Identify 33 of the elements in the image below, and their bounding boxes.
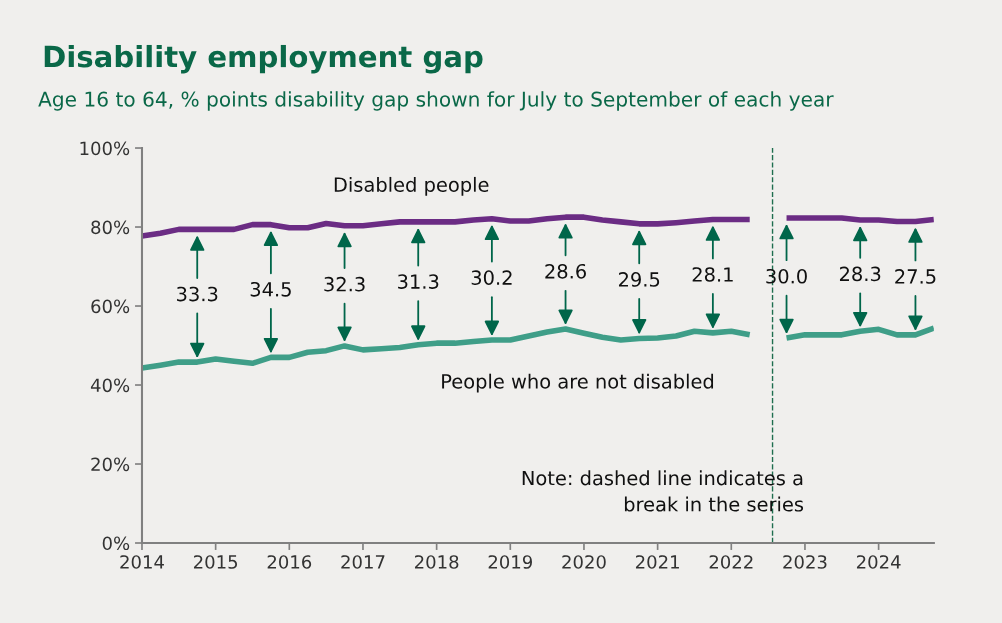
annotation: Note: dashed line indicates a break in the series	[522, 470, 804, 512]
annotation: 28.6	[545, 263, 586, 279]
x-tick-label: 2023	[783, 555, 827, 569]
x-tick-label: 2015	[193, 555, 238, 569]
annotation: 27.5	[895, 269, 936, 284]
annotation: 30.2	[471, 270, 512, 285]
y-tick-label: 100%	[80, 141, 130, 156]
y-tick-label: 20%	[91, 457, 130, 472]
chart-title: Disability employment gap	[44, 44, 483, 74]
x-tick-label: 2021	[635, 555, 679, 569]
annotation: 30.0	[766, 268, 807, 284]
x-tick-label: 2020	[562, 555, 606, 569]
annotation: 31.3	[398, 274, 439, 289]
annotation: 34.5	[250, 281, 291, 297]
annotation: 28.3	[839, 266, 881, 282]
y-tick-label: 0%	[102, 536, 130, 551]
x-tick-label: 2017	[341, 555, 385, 569]
x-tick-label: 2024	[856, 555, 901, 569]
y-tick-label: 60%	[91, 299, 130, 314]
y-tick-label: 40%	[90, 378, 130, 393]
x-tick-label: 2022	[709, 555, 753, 569]
series-label: People who are not disabled	[442, 373, 714, 393]
annotation: 32.3	[324, 276, 365, 292]
x-tick-label: 2014	[120, 555, 164, 569]
chart-subtitle: Age 16 to 64, % points disability gap shown for July to September of each year	[38, 91, 834, 111]
x-tick-label: 2016	[267, 555, 312, 569]
series-label: Disabled people	[334, 176, 489, 196]
annotation: 29.5	[618, 272, 660, 287]
annotation: 33.3	[177, 286, 218, 302]
annotation: 28.1	[692, 267, 733, 282]
y-tick-label: 80%	[91, 220, 130, 235]
x-tick-label: 2019	[488, 555, 533, 569]
x-tick-label: 2018	[414, 555, 459, 569]
